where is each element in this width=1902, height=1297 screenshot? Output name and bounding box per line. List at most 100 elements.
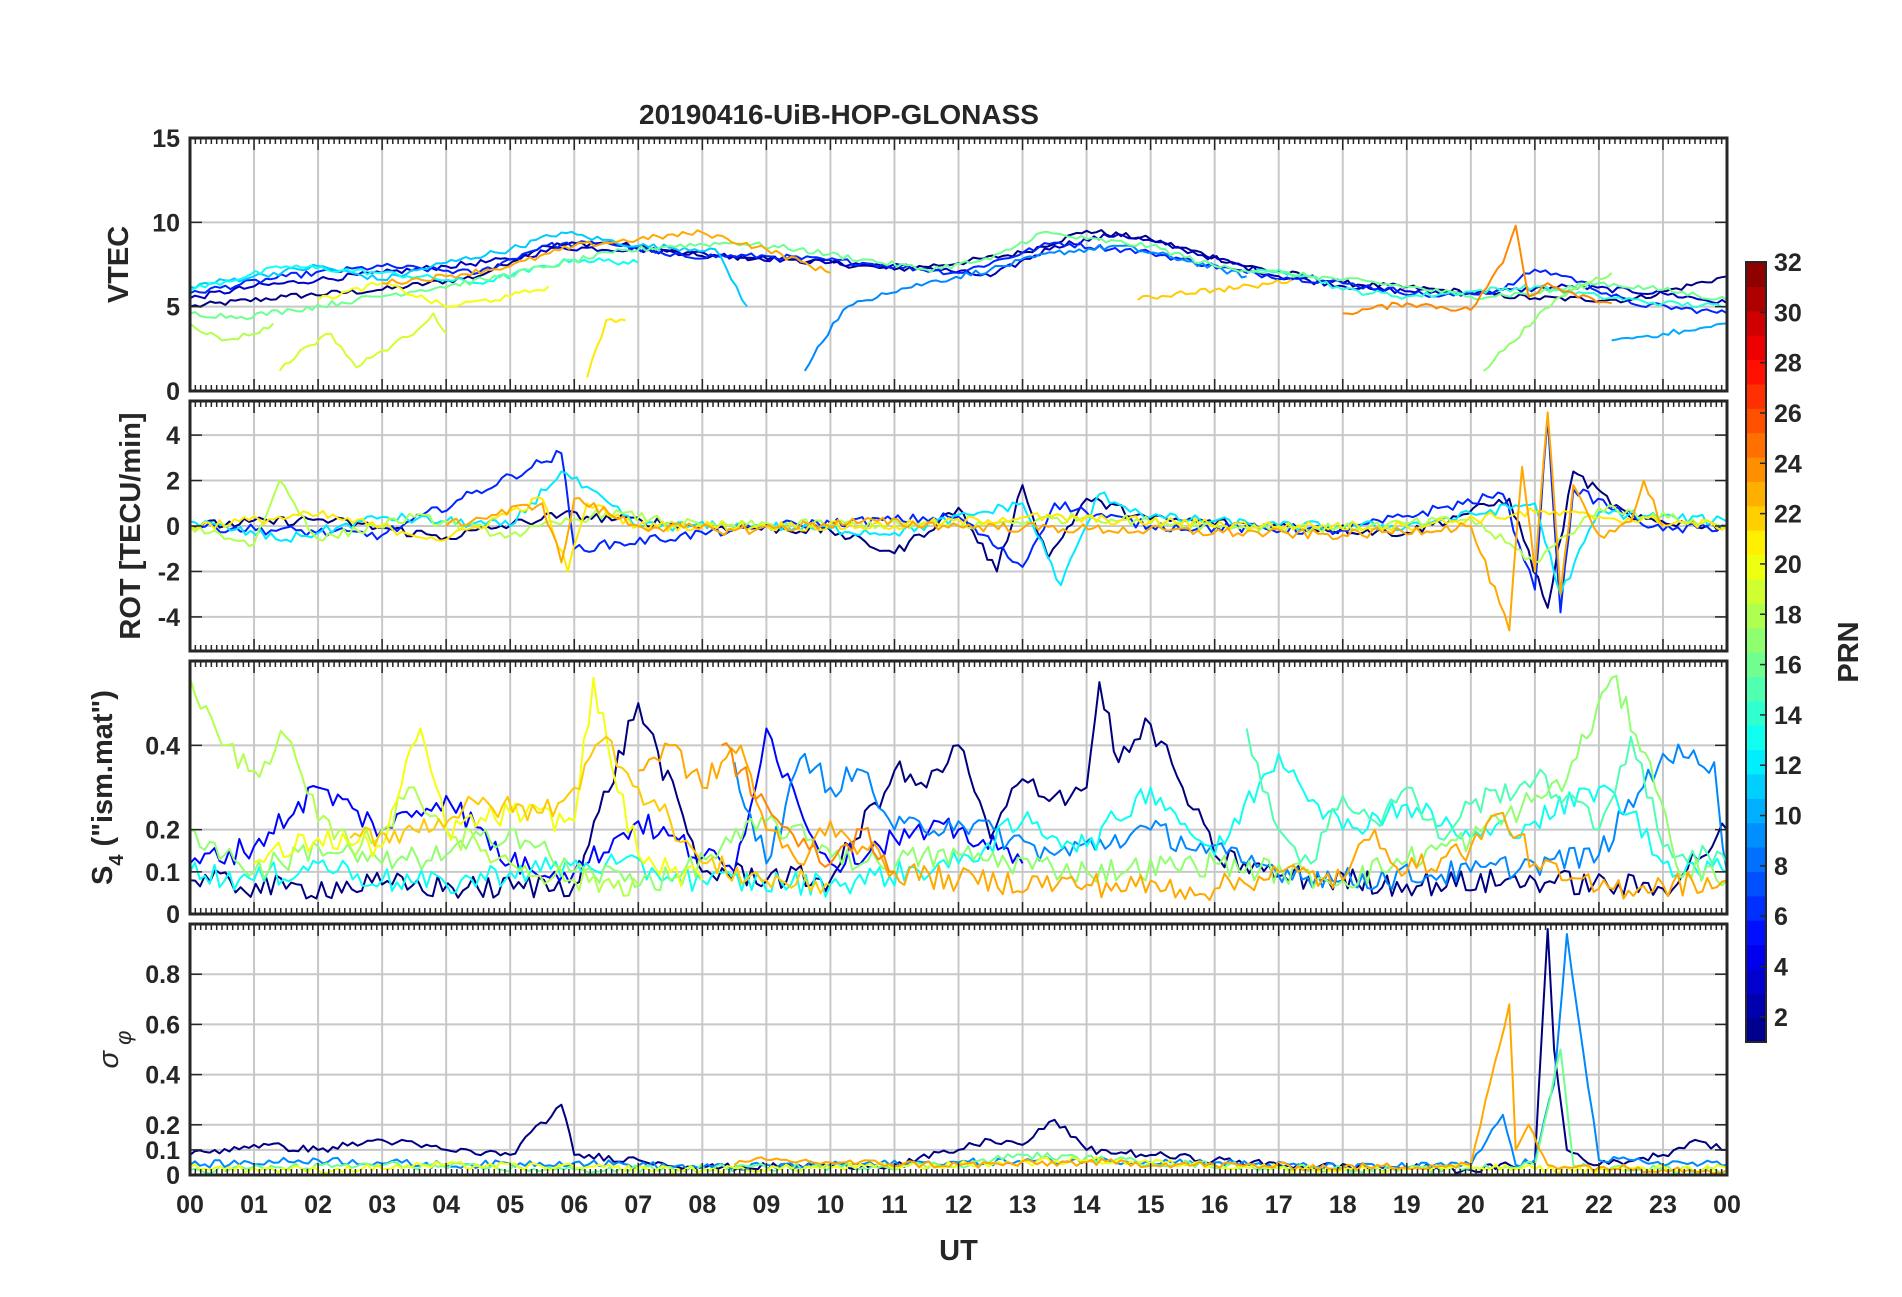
- x-tick-label: 21: [1521, 1191, 1549, 1219]
- series-prn-9: [803, 244, 1247, 372]
- series-prn-21: [586, 318, 626, 378]
- colorbar-segment: [1746, 432, 1766, 458]
- x-tick-label: 00: [1713, 1191, 1741, 1219]
- colorbar-segment: [1746, 773, 1766, 799]
- panel-s4-series: [190, 674, 1727, 902]
- y-tick-label: 0.2: [145, 1112, 180, 1140]
- colorbar-segment: [1746, 749, 1766, 775]
- series-prn-15: [1245, 728, 1727, 865]
- series-prn-6: [190, 415, 1727, 614]
- y-tick-label: -2: [158, 558, 180, 586]
- colorbar-segment: [1746, 530, 1766, 556]
- panel-sigma-grid: [190, 924, 1727, 1175]
- colorbar-segment: [1746, 359, 1766, 385]
- series-prn-24: [721, 742, 895, 873]
- panel-s4-ylabel: S4 ("ism.mat"): [87, 690, 128, 885]
- series-prn-11: [190, 230, 748, 308]
- colorbar-frame: [1745, 261, 1767, 1043]
- colorbar-segment: [1746, 871, 1766, 897]
- y-tick-label: 10: [152, 209, 180, 237]
- colorbar-tick-label: 10: [1774, 803, 1802, 831]
- colorbar-tick-label: 22: [1774, 501, 1802, 529]
- panel-sigma: 00.10.2 0.4 0.6 0.8 σ φ: [93, 922, 1729, 1190]
- colorbar-segment: [1746, 847, 1766, 872]
- y-tick-label: 0: [166, 1162, 180, 1190]
- colorbar-tick-label: 2: [1774, 1004, 1788, 1032]
- colorbar-segment: [1746, 554, 1766, 580]
- colorbar-segment: [1746, 286, 1766, 312]
- chart-title: 20190416-UiB-HOP-GLONASS: [639, 99, 1039, 130]
- x-tick-label: 10: [817, 1191, 845, 1219]
- colorbar-segment: [1746, 408, 1766, 434]
- series-prn-12: [190, 470, 1727, 596]
- series-prn-1: [190, 928, 1727, 1175]
- x-axis-label: UT: [939, 1235, 978, 1267]
- y-tick-label: 0.4: [145, 732, 180, 760]
- colorbar-tick-label: 8: [1774, 853, 1788, 881]
- colorbar-segment: [1746, 310, 1766, 336]
- series-prn-21: [190, 496, 1727, 573]
- series-prn-24: [1342, 224, 1612, 316]
- x-tick-label: 19: [1393, 1191, 1421, 1219]
- series-prn-18: [190, 322, 275, 342]
- colorbar-segment: [1746, 627, 1766, 653]
- series-prn-20: [317, 281, 550, 308]
- panel-vtec-ylabel: VTEC: [103, 226, 135, 303]
- colorbar-segment: [1746, 457, 1766, 482]
- x-tick-label: 20: [1457, 1191, 1485, 1219]
- series-prn-20: [253, 676, 704, 887]
- y-tick-label: 0.1: [145, 1137, 180, 1165]
- series-prn-13: [190, 752, 1727, 898]
- y-tick-label: 0.2: [145, 817, 180, 845]
- panel-vtec-series: [190, 224, 1727, 378]
- x-tick-label: 13: [1009, 1191, 1037, 1219]
- colorbar-tick-label: 14: [1774, 702, 1802, 730]
- colorbar-tick-label: 28: [1774, 350, 1802, 378]
- series-prn-23: [445, 411, 1664, 632]
- colorbar-tick-label: 4: [1774, 954, 1788, 982]
- series-prn-1: [190, 681, 1727, 900]
- y-tick-label: 0.4: [145, 1062, 180, 1090]
- x-tick-label: 01: [240, 1191, 268, 1219]
- colorbar-segment: [1746, 335, 1766, 361]
- panel-sigma-ylabel: σ φ: [93, 1031, 136, 1069]
- series-prn-22: [1137, 278, 1293, 301]
- y-tick-label: 15: [152, 125, 180, 153]
- colorbar-segment: [1746, 652, 1766, 677]
- colorbar-tick-label: 12: [1774, 752, 1802, 780]
- panel-rot-series: [190, 411, 1727, 632]
- colorbar-segment: [1746, 968, 1766, 994]
- panel-vtec-grid: [190, 138, 1727, 391]
- colorbar-segment: [1746, 578, 1766, 604]
- x-tick-label: 05: [496, 1191, 524, 1219]
- x-tick-label: 23: [1649, 1191, 1677, 1219]
- y-tick-label: 0.6: [145, 1011, 180, 1039]
- colorbar-segment: [1746, 262, 1766, 287]
- series-prn-5: [190, 727, 1024, 884]
- x-tick-label: 02: [304, 1191, 332, 1219]
- x-tick-label: 16: [1201, 1191, 1229, 1219]
- colorbar-tick-label: 6: [1774, 903, 1788, 931]
- colorbar-segment: [1746, 993, 1766, 1019]
- panel-rot-ylabel: ROT [TECU/min]: [115, 412, 147, 639]
- panel-s4: 0 0.1 0.2 0.4 S4 ("ism.mat"): [87, 659, 1729, 929]
- x-tick-label: 22: [1585, 1191, 1613, 1219]
- x-tick-label: 17: [1265, 1191, 1293, 1219]
- x-tick-label: 04: [432, 1191, 460, 1219]
- colorbar-segment: [1746, 944, 1766, 970]
- colorbar-segment: [1746, 725, 1766, 751]
- series-prn-14: [1252, 268, 1727, 308]
- colorbar-segment: [1746, 920, 1766, 946]
- colorbar-segment: [1746, 481, 1766, 507]
- x-tick-label: 03: [368, 1191, 396, 1219]
- series-prn-19: [278, 312, 447, 372]
- series-prn-23: [381, 229, 831, 285]
- x-tick-label: 08: [688, 1191, 716, 1219]
- panel-rot-frame: [188, 399, 1729, 653]
- x-tick-label: 12: [945, 1191, 973, 1219]
- x-tick-label: 14: [1073, 1191, 1101, 1219]
- colorbar-tick-label: 24: [1774, 450, 1802, 478]
- series-prn-18: [190, 677, 640, 897]
